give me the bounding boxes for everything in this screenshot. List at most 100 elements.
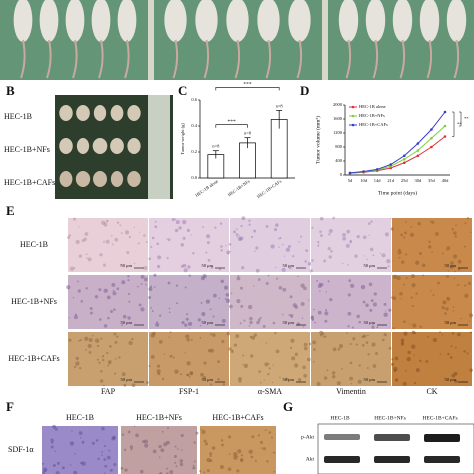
texture: [463, 245, 466, 248]
y-tick-label: 1600: [333, 116, 343, 121]
texture: [142, 440, 145, 444]
texture: [431, 220, 435, 224]
texture: [253, 333, 257, 337]
texture: [454, 379, 458, 384]
blot-band: [324, 456, 360, 463]
texture: [86, 257, 88, 259]
texture: [124, 230, 130, 235]
texture: [105, 220, 109, 223]
point: [430, 145, 433, 149]
texture: [124, 468, 128, 472]
texture: [302, 365, 306, 370]
texture: [470, 331, 473, 334]
texture: [237, 455, 239, 458]
mouse-tail: [72, 39, 78, 79]
texture: [411, 274, 415, 278]
y-tick-label: 400: [335, 158, 343, 163]
texture: [169, 470, 174, 474]
texture: [235, 334, 240, 338]
scale-bar-label: 50 μm: [201, 377, 213, 382]
texture: [181, 449, 183, 451]
texture: [340, 367, 343, 370]
texture: [202, 274, 207, 279]
panel-label: D: [300, 83, 309, 98]
texture: [298, 241, 300, 243]
texture: [348, 279, 352, 282]
texture: [209, 383, 213, 386]
texture: [221, 339, 225, 344]
texture: [237, 376, 242, 381]
legend-label: HEC-1B+NFs: [359, 113, 385, 118]
texture: [78, 431, 83, 435]
texture: [176, 302, 178, 305]
texture: [325, 309, 328, 312]
texture: [253, 229, 257, 233]
texture: [282, 287, 287, 292]
texture: [79, 338, 82, 342]
texture: [200, 372, 204, 377]
texture: [323, 376, 328, 380]
panel-label: G: [283, 399, 293, 414]
texture: [113, 372, 117, 375]
x-tick-label: 21d: [387, 178, 395, 183]
texture: [91, 441, 95, 445]
texture: [265, 281, 269, 285]
x-axis-label: Time point (days): [378, 189, 417, 196]
texture: [319, 234, 323, 237]
texture: [143, 277, 148, 282]
texture: [303, 286, 307, 291]
texture: [179, 373, 182, 376]
texture: [366, 366, 369, 369]
micrograph: [121, 426, 197, 474]
texture: [174, 228, 179, 233]
texture: [202, 375, 206, 379]
texture: [289, 295, 293, 299]
texture: [78, 340, 80, 342]
x-tick-label: 10d: [360, 178, 368, 183]
texture: [303, 373, 307, 378]
texture: [349, 361, 353, 365]
texture: [42, 471, 46, 474]
texture: [399, 292, 403, 296]
texture: [180, 243, 184, 247]
texture: [240, 286, 243, 290]
texture: [363, 255, 365, 257]
texture: [73, 267, 76, 269]
texture: [211, 446, 216, 450]
texture: [270, 244, 275, 249]
texture: [220, 279, 224, 284]
significance-bracket: [459, 111, 462, 127]
column-label: α-SMA: [258, 387, 282, 396]
texture: [227, 467, 232, 472]
micrographs: 50 μm 50 μm 50 μm 50 μm 50 μm 50 μm 50 μm 50 μm…: [41, 216, 474, 474]
texture: [89, 311, 93, 315]
texture: [330, 249, 333, 253]
x-tick-label: 30d: [414, 178, 422, 183]
texture: [457, 268, 461, 271]
texture: [328, 233, 331, 236]
texture: [394, 378, 399, 382]
texture: [73, 217, 77, 221]
texture: [361, 343, 365, 347]
texture: [207, 348, 212, 353]
texture: [101, 427, 105, 431]
point: [430, 128, 433, 131]
texture: [167, 427, 169, 430]
texture: [427, 335, 430, 338]
mouse: [365, 0, 386, 42]
texture: [156, 369, 161, 374]
tumor: [110, 171, 124, 187]
texture: [70, 464, 72, 466]
texture: [78, 226, 80, 228]
scale-bar-label: 50 μm: [120, 320, 132, 325]
texture: [88, 338, 93, 343]
ruler: [148, 0, 154, 80]
texture: [421, 263, 426, 267]
micrograph: [149, 218, 229, 272]
texture: [166, 467, 168, 470]
texture: [128, 300, 131, 303]
texture: [400, 298, 402, 300]
significance: ***: [243, 82, 252, 88]
texture: [430, 290, 432, 292]
texture: [228, 242, 232, 246]
